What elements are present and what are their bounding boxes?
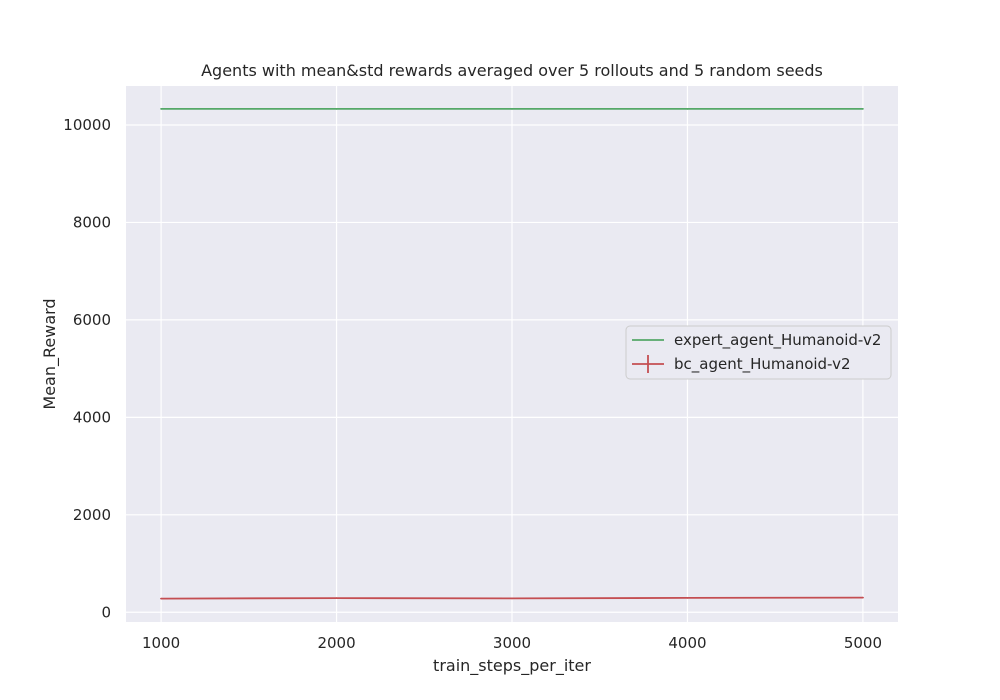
y-tick-label: 10000 <box>63 116 111 134</box>
data-point <box>335 108 338 110</box>
legend-entry: bc_agent_Humanoid-v2 <box>632 355 851 374</box>
x-tick-label: 5000 <box>844 634 882 652</box>
y-tick-label: 2000 <box>73 506 111 524</box>
legend: expert_agent_Humanoid-v2 bc_agent_Humanoi… <box>625 325 892 380</box>
series-bc_agent_Humanoid-v2 <box>160 596 864 600</box>
data-point <box>686 108 689 110</box>
x-ticks: 1000 2000 3000 4000 5000 <box>142 634 882 652</box>
x-tick-label: 1000 <box>142 634 180 652</box>
y-tick-label: 8000 <box>73 213 111 231</box>
y-tick-label: 0 <box>101 603 111 621</box>
chart-title: Agents with mean&std rewards averaged ov… <box>201 61 823 80</box>
legend-entry: expert_agent_Humanoid-v2 <box>632 331 881 350</box>
x-tick-label: 4000 <box>668 634 706 652</box>
x-tick-label: 2000 <box>317 634 355 652</box>
data-point <box>511 108 513 110</box>
legend-label: bc_agent_Humanoid-v2 <box>674 355 851 374</box>
x-tick-label: 3000 <box>493 634 531 652</box>
series-layer <box>160 108 864 600</box>
y-tick-label: 6000 <box>73 311 111 329</box>
data-point <box>862 108 864 110</box>
x-axis-label: train_steps_per_iter <box>433 656 591 676</box>
grid <box>126 86 898 622</box>
y-tick-label: 4000 <box>73 408 111 426</box>
legend-label: expert_agent_Humanoid-v2 <box>674 331 881 350</box>
data-point <box>160 108 162 110</box>
y-ticks: 0 2000 4000 6000 8000 10000 <box>63 116 111 621</box>
y-axis-label: Mean_Reward <box>40 298 60 409</box>
series-expert_agent_Humanoid-v2 <box>160 108 864 110</box>
legend-box <box>625 325 892 380</box>
